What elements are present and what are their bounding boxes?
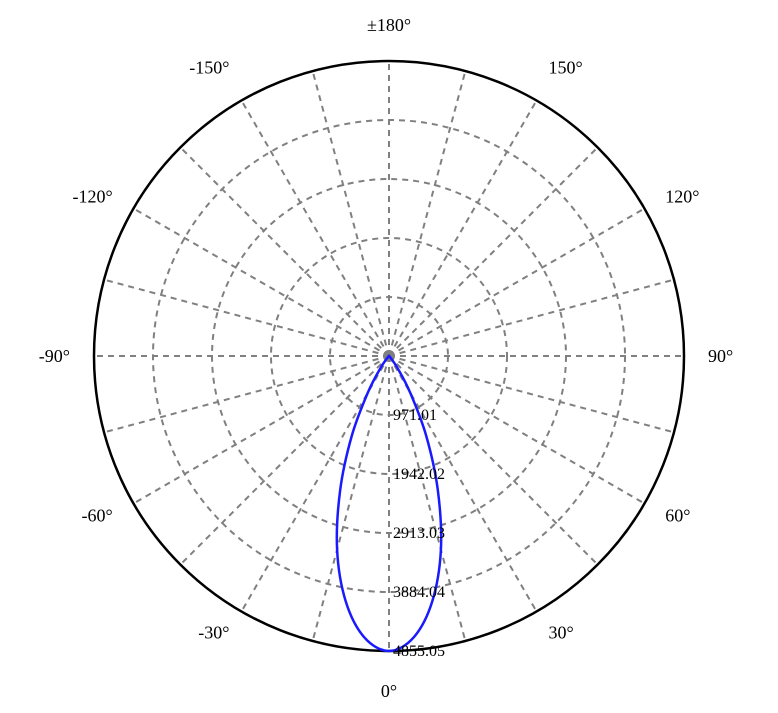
angle-tick-label: 30° [549, 622, 574, 642]
grid-spoke [104, 280, 389, 356]
angle-tick-label: 60° [665, 506, 690, 526]
polar-chart: 971.01 1942.02 2913.03 3884.04 4855.05 0° 30° 6… [0, 0, 778, 713]
grid-spoke [389, 147, 598, 356]
angle-tick-label: 120° [665, 187, 699, 207]
radial-tick-label: 971.01 [393, 407, 437, 424]
grid-spoke [104, 356, 389, 432]
radial-tick-label: 2913.03 [393, 525, 445, 542]
grid-spoke [134, 209, 389, 357]
radial-tick-label: 1942.02 [393, 466, 445, 483]
angle-tick-label: -60° [82, 506, 113, 526]
angle-tick-label: 0° [381, 681, 397, 701]
grid-spoke [180, 356, 389, 565]
grid-spoke [389, 101, 537, 356]
grid-spoke [180, 147, 389, 356]
grid-spoke [313, 71, 389, 356]
angle-tick-label: -30° [198, 622, 229, 642]
angle-tick-label: 90° [708, 346, 733, 366]
angle-tick-label: -120° [73, 187, 113, 207]
grid-spoke [389, 280, 674, 356]
grid-spoke [389, 209, 644, 357]
angle-tick-label: 150° [549, 58, 583, 78]
grid-spoke [313, 356, 389, 641]
angle-tick-label: ±180° [367, 15, 411, 35]
grid-spoke [389, 71, 465, 356]
angle-tick-label: -150° [189, 58, 229, 78]
radial-tick-label: 4855.05 [393, 643, 445, 660]
grid-spoke [242, 101, 390, 356]
grid-spoke [134, 356, 389, 504]
angle-tick-label: -90° [39, 346, 70, 366]
radial-tick-label: 3884.04 [393, 584, 445, 601]
